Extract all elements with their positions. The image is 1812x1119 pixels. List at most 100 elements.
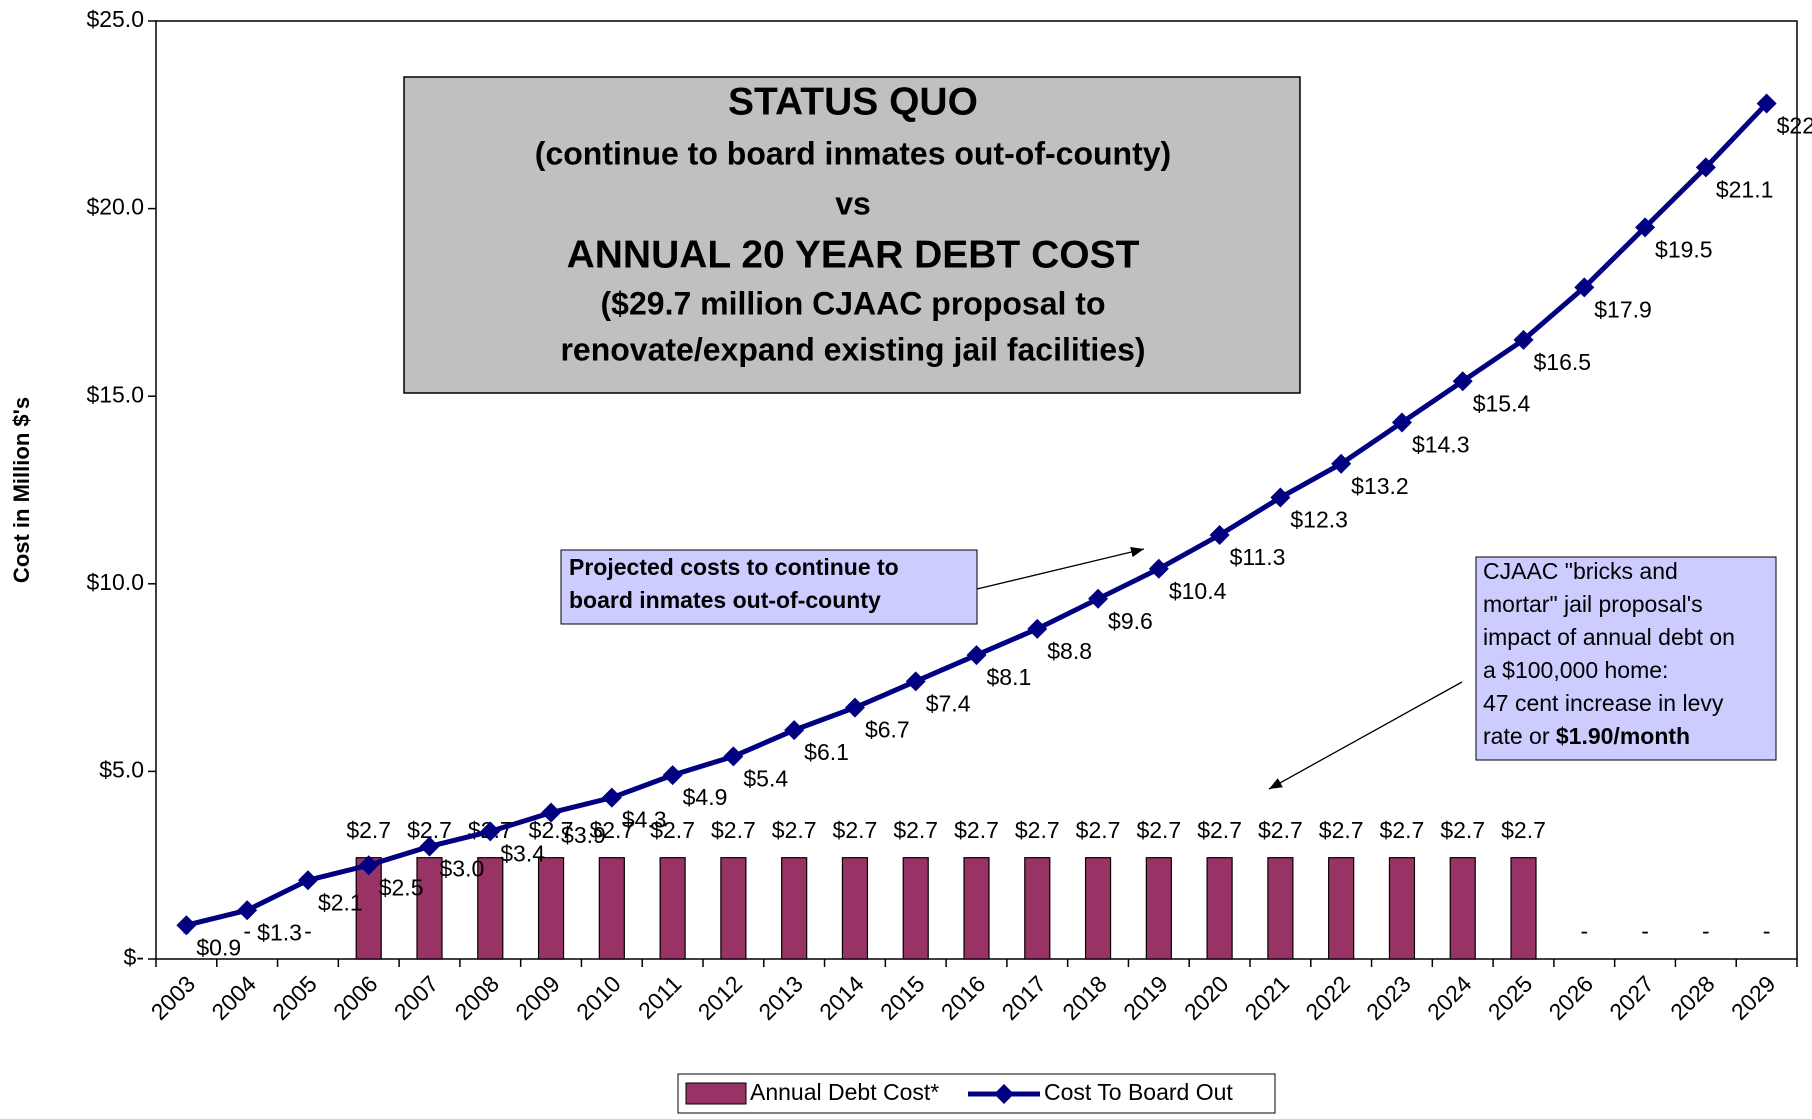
- line-marker: [1209, 525, 1230, 546]
- bar-value-label: $2.7: [893, 817, 938, 843]
- line-marker: [1331, 453, 1352, 474]
- bar: [1084, 857, 1112, 960]
- line-marker: [1391, 412, 1412, 433]
- bar-value-label: -: [1580, 918, 1588, 944]
- line-value-label: $22.8: [1777, 113, 1812, 139]
- x-tick-label: 2003: [146, 970, 201, 1025]
- line-marker: [1148, 558, 1169, 579]
- legend-label: Cost To Board Out: [1044, 1079, 1233, 1105]
- line-value-label: $12.3: [1290, 507, 1348, 533]
- bar-value-label: $2.7: [1076, 817, 1121, 843]
- annotation-text: 47 cent increase in levy: [1483, 690, 1724, 716]
- line-value-label: $21.1: [1716, 176, 1774, 202]
- x-tick-label: 2016: [936, 970, 991, 1025]
- annotation-text: Projected costs to continue to: [569, 554, 899, 580]
- y-tick-label: $10.0: [86, 569, 144, 595]
- line-value-label: $6.1: [804, 739, 849, 765]
- line-value-label: $3.4: [500, 841, 545, 867]
- x-tick-label: 2020: [1179, 970, 1234, 1025]
- x-tick-label: 2007: [389, 970, 444, 1025]
- y-tick-label: $15.0: [86, 381, 144, 407]
- line-marker: [480, 821, 501, 842]
- chart-title: (continue to board inmates out-of-county…: [535, 135, 1171, 171]
- line-value-label: $8.8: [1047, 638, 1092, 664]
- x-tick-label: 2012: [693, 970, 748, 1025]
- line-value-label: $17.9: [1594, 296, 1652, 322]
- x-tick-label: 2010: [571, 970, 626, 1025]
- annotation-text: CJAAC "bricks and: [1483, 558, 1678, 584]
- bar-value-label: $2.7: [711, 817, 756, 843]
- legend-label: Annual Debt Cost*: [750, 1079, 939, 1105]
- y-axis-label: Cost in Million $'s: [9, 397, 34, 583]
- bar-value-label: -: [1641, 918, 1649, 944]
- bar: [963, 857, 990, 960]
- line-marker: [723, 746, 744, 767]
- line-marker: [1756, 93, 1777, 114]
- y-tick-label: $25.0: [86, 6, 144, 32]
- bar: [477, 857, 504, 960]
- x-tick-label: 2027: [1604, 970, 1659, 1025]
- line-marker: [1513, 329, 1534, 350]
- x-tick-label: 2021: [1240, 970, 1295, 1025]
- line-value-label: $0.9: [196, 934, 241, 960]
- chart-title: ($29.7 million CJAAC proposal to: [601, 285, 1106, 321]
- annotation-text: impact of annual debt on: [1483, 624, 1735, 650]
- bar: [902, 857, 929, 960]
- line-marker: [662, 765, 683, 786]
- line-value-label: $4.9: [683, 784, 728, 810]
- line-value-label: $2.1: [318, 889, 363, 915]
- bar-value-label: $2.7: [650, 817, 695, 843]
- legend-swatch: [994, 1084, 1014, 1104]
- bar-value-label: $2.7: [1380, 817, 1425, 843]
- line-marker: [1695, 157, 1716, 178]
- line-value-label: $3.9: [561, 822, 606, 848]
- line-value-label: $15.4: [1473, 390, 1531, 416]
- bar: [1388, 857, 1416, 960]
- line-marker: [176, 915, 197, 936]
- line-value-label: $10.4: [1169, 578, 1227, 604]
- x-tick-label: 2024: [1422, 970, 1477, 1025]
- line-value-label: $6.7: [865, 717, 910, 743]
- line-value-label: $11.3: [1230, 544, 1286, 570]
- line-value-label: $3.0: [440, 856, 485, 882]
- line-marker: [1270, 487, 1291, 508]
- bar: [659, 857, 686, 960]
- line-marker: [358, 855, 379, 876]
- line-value-label: $19.5: [1655, 236, 1713, 262]
- bar: [1510, 857, 1537, 960]
- bar-value-label: $2.7: [1501, 817, 1546, 843]
- line-marker: [1088, 588, 1109, 609]
- bar: [1449, 857, 1476, 960]
- line-value-label: $9.6: [1108, 608, 1153, 634]
- chart-title: vs: [835, 185, 871, 221]
- line-value-label: $5.4: [743, 765, 788, 791]
- bar: [537, 857, 565, 960]
- annotation-box: [1475, 556, 1777, 761]
- y-tick-label: $-: [124, 944, 144, 970]
- bar: [1328, 857, 1355, 960]
- line-value-label: $14.3: [1412, 432, 1470, 458]
- bar-value-label: $2.7: [1197, 817, 1242, 843]
- title-box: [403, 76, 1301, 394]
- x-tick-label: 2028: [1665, 970, 1720, 1025]
- line-marker: [905, 671, 926, 692]
- bar-value-label: -: [304, 918, 312, 944]
- y-tick-label: $20.0: [86, 194, 144, 220]
- x-tick-label: 2017: [997, 970, 1052, 1025]
- x-tick-label: 2025: [1483, 970, 1538, 1025]
- x-tick-label: 2018: [1057, 970, 1112, 1025]
- annotation-text: rate or $1.90/month: [1483, 723, 1690, 749]
- bar-value-label: $2.7: [1319, 817, 1364, 843]
- line-value-label: $7.4: [926, 690, 971, 716]
- annotation-box: [560, 549, 978, 625]
- x-tick-label: 2006: [328, 970, 383, 1025]
- bar-value-label: $2.7: [1136, 817, 1181, 843]
- x-tick-label: 2011: [633, 970, 686, 1023]
- line-marker: [237, 900, 258, 921]
- line-value-label: $8.1: [987, 664, 1032, 690]
- x-tick-label: 2008: [450, 970, 505, 1025]
- x-tick-label: 2009: [510, 970, 565, 1025]
- line-marker: [844, 697, 865, 718]
- bar-value-label: -: [243, 918, 251, 944]
